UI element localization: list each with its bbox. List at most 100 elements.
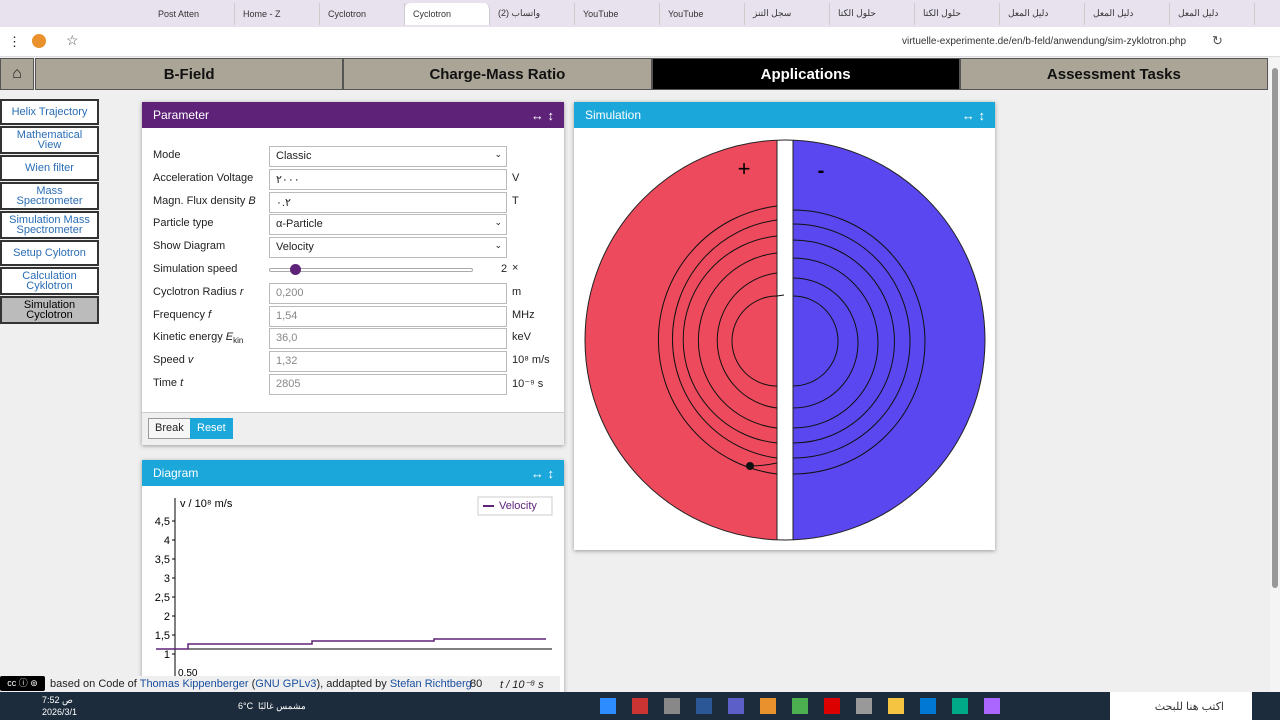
label-text: Magn. Flux density [153, 194, 249, 207]
row-unit: × [512, 262, 519, 274]
output-field: 1,54 [269, 305, 507, 327]
search-placeholder: اكتب هنا للبحث [1154, 700, 1224, 713]
browser-tab[interactable]: Post Atten [150, 2, 235, 25]
sidebar: Helix Trajectory Mathematical View Wien fi… [0, 99, 99, 325]
parameter-row: Particle type α-Particle ⌄ [153, 214, 553, 236]
label-text: Speed [153, 354, 188, 367]
input-field[interactable]: Classic ⌄ [269, 146, 507, 167]
date: 2026/3/1 [42, 707, 78, 717]
credit-text: addapted by [326, 678, 387, 690]
sidebar-item[interactable]: Simulation Mass Spectrometer [0, 211, 99, 239]
label-text: Frequency [153, 308, 209, 321]
browser-tab[interactable]: Cyclotron [405, 2, 490, 25]
row-label: Acceleration Voltage [153, 172, 253, 184]
row-label: Kinetic energy Ekin [153, 331, 243, 345]
button[interactable]: Break [148, 418, 191, 439]
sidebar-item[interactable]: Mathematical View [0, 126, 99, 154]
browser-tab[interactable]: سجل التنز [745, 2, 830, 25]
sidebar-item[interactable]: Wien filter [0, 155, 99, 181]
label-symbol: v [187, 354, 194, 367]
reload[interactable]: ↻ [1212, 33, 1223, 48]
sidebar-item[interactable]: Calculation Cyklotron [0, 267, 99, 295]
label-symbol: t [180, 377, 184, 389]
sidebar-item[interactable]: Helix Trajectory [0, 99, 99, 125]
nav-item[interactable]: Charge-Mass Ratio [343, 58, 652, 90]
row-label: Simulation speed [153, 263, 237, 275]
parameter-row: Cyclotron Radius r 0,200 m [153, 282, 553, 304]
parameter-row: Mode Classic ⌄ [153, 146, 553, 167]
label-symbol: E [225, 331, 234, 344]
author-link[interactable]: Thomas Kippenberger [139, 678, 249, 690]
input-field[interactable]: ٠.٢ [269, 191, 507, 213]
parameter-row: Show Diagram Velocity ⌄ [153, 237, 553, 259]
output-field: 2805 [269, 374, 507, 395]
button-bar: Break Reset [142, 412, 564, 445]
extension-icon [32, 34, 46, 48]
slider-thumb[interactable] [290, 264, 301, 275]
legend [477, 496, 553, 516]
label-symbol: B [248, 194, 256, 207]
output-field: 0,200 [269, 282, 507, 304]
input-field[interactable]: α-Particle ⌄ [269, 214, 507, 236]
x-tick-label: 80 [470, 678, 483, 690]
browser-tab[interactable]: Home - Z [235, 2, 320, 25]
y-tick-label: 2 [164, 611, 170, 623]
legend-label: Velocity [499, 500, 537, 512]
y-axis-label: v / 10⁸ m/s [180, 498, 233, 510]
row-unit: 10⁸ m/s [512, 354, 550, 367]
velocity-line [156, 638, 546, 650]
parameter-row: Magn. Flux density B ٠.٢ T [153, 191, 553, 213]
input-field[interactable]: ٢٠٠٠ [269, 168, 507, 190]
y-tick-label: 1 [164, 649, 170, 661]
row-unit: m [512, 285, 522, 298]
label-text: Mode [153, 149, 181, 161]
row-unit: keV [512, 331, 531, 344]
parameter-row: Frequency f 1,54 MHz [153, 305, 553, 327]
home-button[interactable]: ⌂ [0, 58, 34, 90]
button[interactable]: Reset [190, 418, 233, 439]
nav-item[interactable]: B-Field [35, 58, 344, 90]
panel-header: Parameter ↔ ↕ [142, 102, 564, 128]
tab-strip: Post Atten Home - Z Cyclotron Cyclotron (2) … [0, 0, 1280, 27]
search-box[interactable]: اكتب هنا للبحث [1110, 692, 1252, 720]
browser-tab[interactable]: YouTube [575, 2, 660, 25]
main-nav: B-Field Charge-Mass Ratio Applications Asse… [35, 58, 1268, 90]
velocity-diagram: v / 10⁸ m/s Velocity 0.50 4,5 4 3,5 3 2,5 2 1,… [155, 496, 553, 692]
label-text: Show Diagram [153, 240, 226, 253]
parameter-panel: Parameter ↔ ↕ Mode Classic ⌄ Acceleration Vo… [142, 102, 564, 445]
sidebar-item[interactable]: Setup Cylotron [0, 240, 99, 266]
browser-tab[interactable]: دليل المعل [1000, 2, 1085, 25]
browser-tab[interactable]: حلول الكتا [830, 2, 915, 25]
browser-tab[interactable]: دليل المعل [1170, 2, 1255, 25]
browser-tab[interactable]: حلول الكتا [915, 2, 1000, 25]
speed-slider[interactable] [269, 264, 473, 275]
browser-tab[interactable]: Cyclotron [320, 2, 405, 25]
slider-value: 2 [501, 263, 508, 275]
adapter-link[interactable]: Stefan Richtberg [389, 678, 472, 690]
panel-header: Diagram ↔ ↕ [142, 460, 564, 486]
panel-header: Simulation ↔ ↕ [574, 102, 995, 128]
sidebar-item[interactable]: Mass Spectrometer [0, 182, 99, 210]
browser-tab[interactable]: (2) واتساب [490, 2, 575, 25]
label-text: Acceleration Voltage [153, 171, 254, 184]
panel-title: Parameter [153, 108, 210, 122]
label-text: Cyclotron Radius [153, 285, 240, 298]
input-field[interactable]: Velocity ⌄ [269, 237, 507, 259]
license-link[interactable]: GNU GPLv3 [255, 678, 317, 690]
parameter-row: Kinetic energy Ekin 36,0 keV [153, 328, 553, 350]
row-label: Cyclotron Radius r [153, 286, 244, 298]
dropdown-arrow: ⌄ [494, 217, 502, 228]
sidebar-item[interactable]: Simulation Cyclotron [0, 296, 99, 324]
nav-item[interactable]: Applications [651, 58, 960, 90]
url[interactable]: virtuelle-experimente.de/en/b-feld/anwen… [902, 36, 1187, 47]
nav-item[interactable]: Assessment Tasks [959, 58, 1268, 90]
dropdown-arrow: ⌄ [494, 240, 502, 251]
label-text: Time [153, 377, 181, 389]
bookmark-icon[interactable]: ☆ [66, 32, 79, 48]
browser-tab[interactable]: YouTube [660, 2, 745, 25]
y-tick-label: 3 [164, 573, 170, 585]
y-tick-label: 3,5 [155, 554, 170, 566]
browser-tab[interactable]: دليل المعل [1085, 2, 1170, 25]
row-label: Speed v [153, 354, 193, 366]
